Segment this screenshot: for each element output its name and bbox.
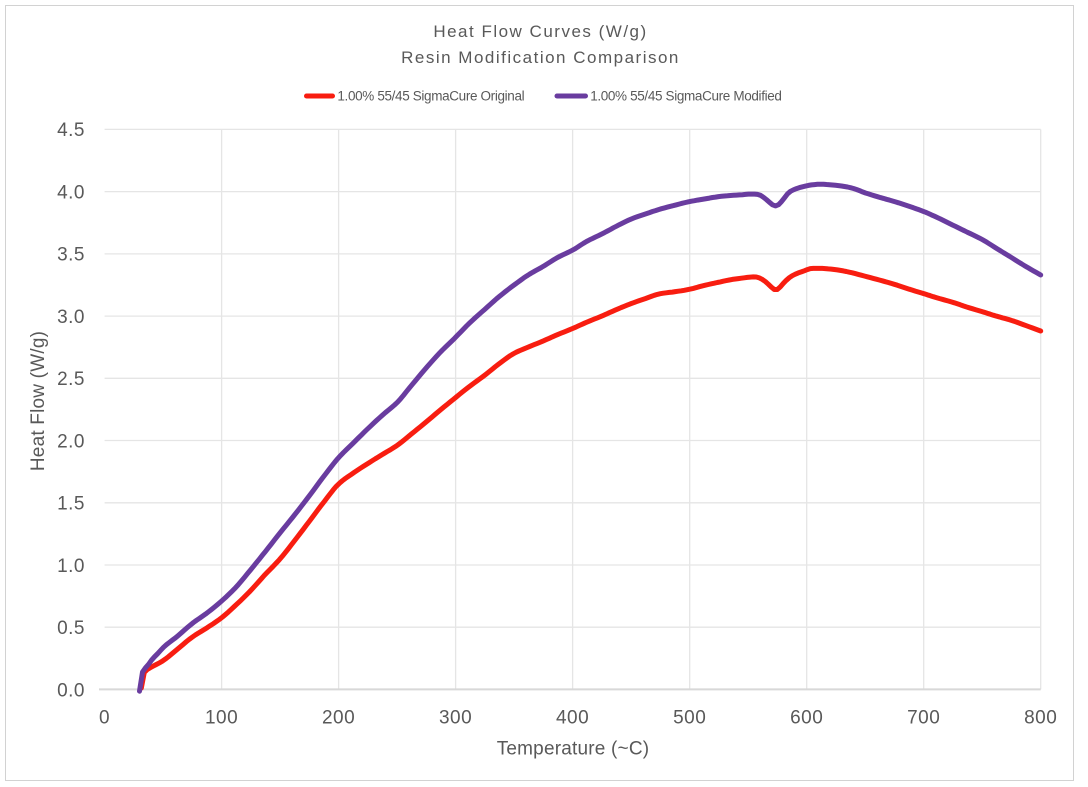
svg-text:1.5: 1.5: [57, 494, 85, 515]
svg-text:4.0: 4.0: [57, 182, 85, 203]
svg-text:3.5: 3.5: [57, 245, 85, 266]
svg-text:0.0: 0.0: [57, 680, 85, 701]
svg-text:700: 700: [907, 707, 940, 728]
svg-text:100: 100: [205, 707, 238, 728]
svg-text:Temperature (~C): Temperature (~C): [497, 739, 650, 760]
svg-text:600: 600: [790, 707, 823, 728]
svg-text:300: 300: [439, 707, 472, 728]
svg-text:500: 500: [673, 707, 706, 728]
svg-text:1.00% 55/45 SigmaCure Modified: 1.00% 55/45 SigmaCure Modified: [590, 89, 781, 104]
svg-text:0.5: 0.5: [57, 618, 85, 639]
svg-text:1.0: 1.0: [57, 556, 85, 577]
svg-text:3.0: 3.0: [57, 307, 85, 328]
svg-text:1.00% 55/45 SigmaCure Original: 1.00% 55/45 SigmaCure Original: [337, 89, 524, 104]
svg-text:2.0: 2.0: [57, 431, 85, 452]
svg-text:200: 200: [322, 707, 355, 728]
svg-text:4.5: 4.5: [57, 120, 85, 141]
svg-text:400: 400: [556, 707, 589, 728]
svg-text:800: 800: [1024, 707, 1057, 728]
svg-text:2.5: 2.5: [57, 369, 85, 390]
svg-text:Heat Flow (W/g): Heat Flow (W/g): [28, 331, 49, 471]
svg-text:0: 0: [99, 707, 110, 728]
